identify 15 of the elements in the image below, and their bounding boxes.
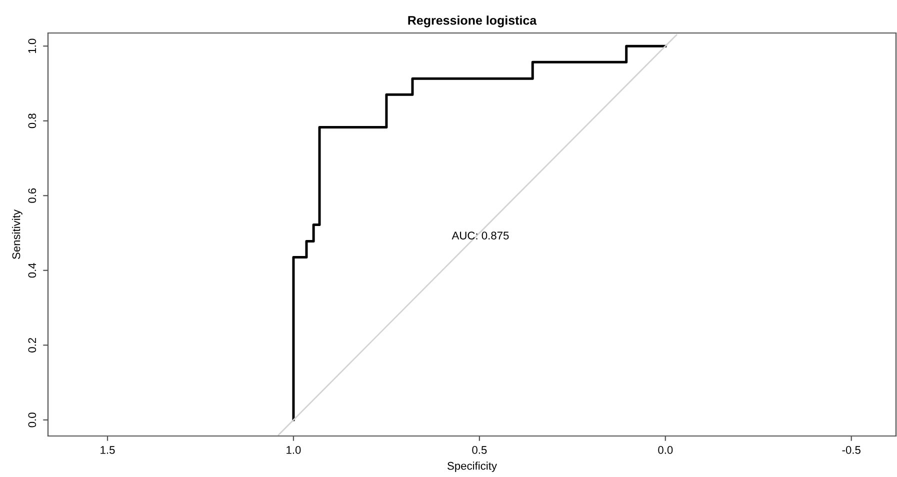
chart-title: Regressione logistica xyxy=(408,16,537,28)
y-tick-label: 0.2 xyxy=(28,338,36,352)
y-tick-label: 1.0 xyxy=(28,38,36,53)
annotation: AUC: 0.875 xyxy=(452,232,509,240)
y-tick-label: 0.4 xyxy=(28,262,36,278)
x-tick-label: 0.5 xyxy=(472,446,487,454)
y-tick-label: 0.0 xyxy=(28,412,36,428)
x-tick-label: 0.0 xyxy=(658,446,673,454)
y-tick-label: 0.8 xyxy=(28,114,36,128)
y-tick-label: 0.6 xyxy=(28,188,36,203)
x-tick-label: 1.5 xyxy=(100,446,115,454)
x-tick-label: -0.5 xyxy=(842,446,860,454)
y-axis-title: Sensitivity xyxy=(12,210,22,260)
x-axis-title: Specificity xyxy=(447,462,497,472)
x-tick-label: 1.0 xyxy=(286,446,301,454)
